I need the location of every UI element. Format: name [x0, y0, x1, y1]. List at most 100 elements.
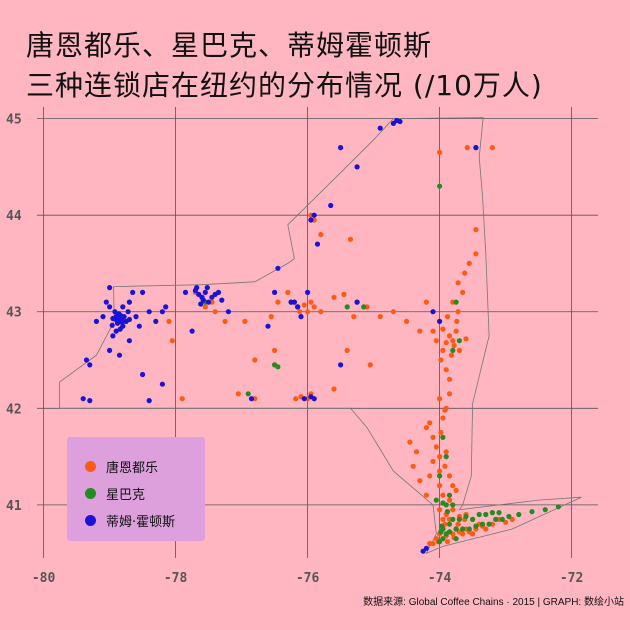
dunkin-point [404, 318, 410, 324]
tim-hortons-point [117, 326, 123, 332]
tim-hortons-point [100, 314, 106, 320]
y-tick-label: 44 [6, 209, 22, 224]
dunkin-point [407, 439, 413, 445]
dunkin-point [427, 420, 433, 426]
tim-hortons-point [126, 299, 132, 305]
dunkin-point [427, 473, 433, 479]
dunkin-point [437, 454, 443, 460]
dunkin-point [252, 357, 258, 363]
legend-dot-dunkin [85, 460, 96, 472]
tim-hortons-point [163, 304, 169, 310]
dunkin-point [440, 492, 446, 498]
tim-hortons-point [308, 217, 314, 223]
legend-item-starbucks: 星巴克 [85, 483, 145, 503]
dunkin-point [438, 429, 444, 436]
tim-hortons-point [298, 314, 304, 320]
dunkin-point [440, 516, 446, 523]
starbucks-point [555, 504, 562, 510]
tim-hortons-point [194, 285, 200, 291]
tim-hortons-point [219, 297, 225, 303]
tim-hortons-point [118, 313, 124, 319]
tim-hortons-point [305, 289, 311, 295]
x-tick-label: -74 [428, 571, 452, 586]
dunkin-point [437, 468, 443, 474]
dunkin-point [460, 289, 466, 295]
tim-hortons-point [109, 322, 115, 328]
dunkin-point [460, 531, 466, 537]
tim-hortons-point [125, 309, 131, 315]
dunkin-point [438, 357, 444, 363]
starbucks-point [450, 502, 456, 508]
dunkin-point [430, 328, 436, 334]
dunkin-point [417, 328, 423, 334]
legend-dot-starbucks [85, 487, 96, 499]
starbucks-point [453, 299, 459, 305]
tim-hortons-point [182, 289, 189, 295]
tim-hortons-point [206, 299, 212, 305]
legend-label-tim-hortons: 蒂姆·霍顿斯 [106, 514, 176, 530]
starbucks-point [529, 509, 535, 515]
dunkin-point [433, 444, 439, 450]
starbucks-point [456, 338, 462, 344]
dunkin-point [242, 318, 248, 324]
tim-hortons-point [397, 118, 403, 125]
dunkin-point [235, 391, 241, 397]
starbucks-point [344, 304, 350, 310]
dunkin-point [433, 338, 439, 344]
tim-hortons-point [202, 289, 208, 295]
dunkin-point [440, 326, 446, 332]
dunkin-point [455, 309, 461, 315]
starbucks-point [450, 516, 456, 523]
starbucks-point [439, 523, 445, 529]
dunkin-point [455, 280, 461, 286]
dunkin-point [166, 318, 172, 324]
tim-hortons-point [272, 289, 278, 295]
dunkin-point [483, 526, 489, 532]
tim-hortons-point [107, 347, 113, 353]
tim-hortons-point [133, 314, 139, 320]
y-tick-label: 45 [6, 113, 22, 128]
tim-hortons-point [146, 398, 152, 404]
tim-hortons-point [107, 285, 113, 291]
tim-hortons-point [130, 289, 136, 295]
tim-hortons-point [473, 145, 479, 151]
dunkin-point [318, 231, 324, 238]
dunkin-point [446, 473, 453, 479]
starbucks-point [483, 511, 489, 518]
dunkin-point [347, 236, 354, 242]
starbucks-point [460, 526, 466, 532]
tim-hortons-point [136, 323, 142, 329]
dunkin-point [446, 376, 453, 382]
legend: 唐恩都乐 星巴克 蒂姆·霍顿斯 [67, 437, 205, 541]
dunkin-point [453, 328, 459, 334]
tim-hortons-point [288, 299, 294, 305]
tim-hortons-point [126, 338, 132, 344]
dunkin-point [440, 347, 446, 353]
starbucks-point [516, 511, 522, 518]
tim-hortons-point [83, 357, 90, 363]
tim-hortons-point [189, 328, 195, 334]
tim-hortons-point [204, 285, 210, 291]
starbucks-point [496, 509, 502, 516]
dunkin-point [344, 347, 350, 353]
chart-title-line-1: 唐恩都乐、星巴克、蒂姆霍顿斯 [26, 29, 433, 62]
tim-hortons-point [103, 299, 109, 305]
tim-hortons-point [354, 299, 360, 305]
tim-hortons-point [140, 371, 146, 378]
starbucks-point [438, 529, 444, 535]
tim-hortons-point [295, 304, 301, 310]
starbucks-point [275, 364, 281, 370]
dunkin-point [437, 483, 443, 489]
dunkin-point [331, 386, 337, 392]
tim-hortons-point [114, 317, 120, 323]
dunkin-point [293, 396, 299, 402]
legend-label-starbucks: 星巴克 [106, 487, 146, 503]
tick-labels: -80 -78 -76 -74 -72 41 42 43 44 45 [6, 113, 583, 586]
tim-hortons-point [311, 396, 317, 402]
dunkin-point [443, 449, 449, 455]
dunkin-point [446, 391, 453, 397]
tim-hortons-point [215, 289, 222, 295]
starbucks-point [479, 521, 486, 527]
starbucks-point [446, 529, 453, 535]
